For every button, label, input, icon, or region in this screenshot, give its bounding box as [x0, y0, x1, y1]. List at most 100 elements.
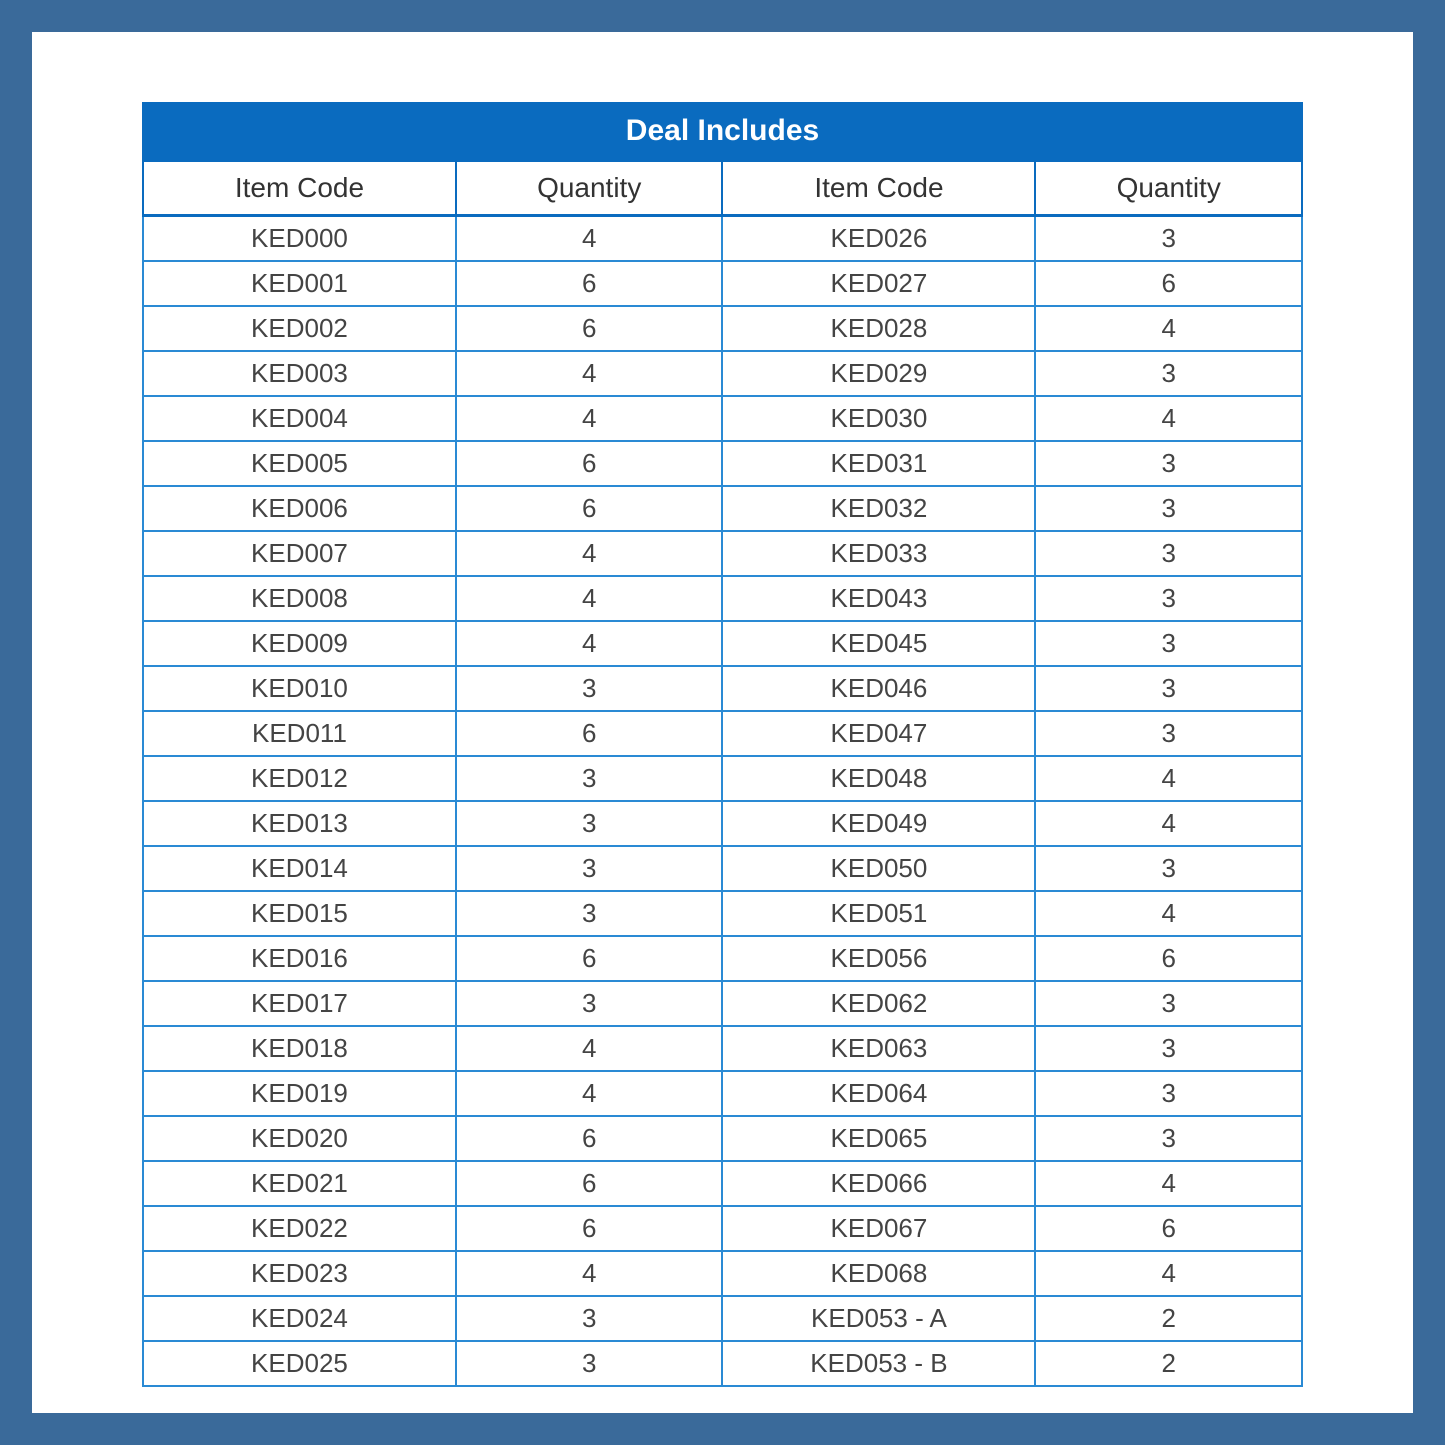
cell-quantity: 4: [456, 216, 723, 262]
cell-quantity: 3: [1035, 486, 1302, 531]
cell-quantity: 6: [456, 306, 723, 351]
cell-quantity: 3: [456, 981, 723, 1026]
table-row: KED0094KED0453: [143, 621, 1302, 666]
cell-quantity: 4: [456, 396, 723, 441]
cell-quantity: 6: [456, 441, 723, 486]
table-title: Deal Includes: [143, 103, 1302, 161]
cell-quantity: 2: [1035, 1341, 1302, 1386]
cell-item-code: KED030: [722, 396, 1035, 441]
cell-item-code: KED048: [722, 756, 1035, 801]
table-row: KED0216KED0664: [143, 1161, 1302, 1206]
cell-quantity: 3: [1035, 531, 1302, 576]
cell-item-code: KED022: [143, 1206, 456, 1251]
cell-item-code: KED009: [143, 621, 456, 666]
cell-item-code: KED051: [722, 891, 1035, 936]
cell-quantity: 3: [1035, 441, 1302, 486]
cell-quantity: 6: [456, 261, 723, 306]
table-row: KED0044KED0304: [143, 396, 1302, 441]
col-header-item-code-2: Item Code: [722, 161, 1035, 216]
table-row: KED0066KED0323: [143, 486, 1302, 531]
cell-item-code: KED068: [722, 1251, 1035, 1296]
table-row: KED0004KED0263: [143, 216, 1302, 262]
cell-item-code: KED012: [143, 756, 456, 801]
table-row: KED0153KED0514: [143, 891, 1302, 936]
cell-quantity: 3: [456, 1296, 723, 1341]
cell-item-code: KED015: [143, 891, 456, 936]
cell-item-code: KED053 - A: [722, 1296, 1035, 1341]
cell-quantity: 6: [1035, 261, 1302, 306]
cell-quantity: 4: [1035, 1161, 1302, 1206]
table-row: KED0184KED0633: [143, 1026, 1302, 1071]
cell-item-code: KED021: [143, 1161, 456, 1206]
cell-quantity: 3: [1035, 351, 1302, 396]
table-row: KED0194KED0643: [143, 1071, 1302, 1116]
table-row: KED0103KED0463: [143, 666, 1302, 711]
cell-quantity: 6: [456, 711, 723, 756]
cell-quantity: 4: [456, 1251, 723, 1296]
table-row: KED0084KED0433: [143, 576, 1302, 621]
cell-quantity: 4: [456, 531, 723, 576]
cell-item-code: KED011: [143, 711, 456, 756]
cell-quantity: 3: [456, 801, 723, 846]
cell-quantity: 3: [456, 666, 723, 711]
cell-item-code: KED006: [143, 486, 456, 531]
cell-quantity: 4: [1035, 1251, 1302, 1296]
cell-quantity: 3: [1035, 1116, 1302, 1161]
cell-quantity: 4: [456, 576, 723, 621]
cell-item-code: KED002: [143, 306, 456, 351]
cell-item-code: KED008: [143, 576, 456, 621]
table-row: KED0173KED0623: [143, 981, 1302, 1026]
cell-item-code: KED017: [143, 981, 456, 1026]
cell-item-code: KED024: [143, 1296, 456, 1341]
cell-item-code: KED023: [143, 1251, 456, 1296]
cell-quantity: 4: [1035, 891, 1302, 936]
table-row: KED0226KED0676: [143, 1206, 1302, 1251]
cell-item-code: KED005: [143, 441, 456, 486]
cell-item-code: KED029: [722, 351, 1035, 396]
cell-item-code: KED004: [143, 396, 456, 441]
cell-quantity: 3: [456, 1341, 723, 1386]
cell-item-code: KED049: [722, 801, 1035, 846]
table-row: KED0016KED0276: [143, 261, 1302, 306]
cell-quantity: 3: [1035, 1071, 1302, 1116]
col-header-quantity-2: Quantity: [1035, 161, 1302, 216]
cell-item-code: KED065: [722, 1116, 1035, 1161]
page-container: Deal Includes Item Code Quantity Item Co…: [32, 32, 1413, 1413]
table-row: KED0243KED053 - A2: [143, 1296, 1302, 1341]
cell-item-code: KED067: [722, 1206, 1035, 1251]
cell-item-code: KED063: [722, 1026, 1035, 1071]
cell-item-code: KED010: [143, 666, 456, 711]
cell-item-code: KED014: [143, 846, 456, 891]
col-header-quantity-1: Quantity: [456, 161, 723, 216]
cell-item-code: KED001: [143, 261, 456, 306]
cell-quantity: 3: [456, 846, 723, 891]
cell-item-code: KED043: [722, 576, 1035, 621]
cell-item-code: KED019: [143, 1071, 456, 1116]
table-row: KED0234KED0684: [143, 1251, 1302, 1296]
cell-item-code: KED064: [722, 1071, 1035, 1116]
table-row: KED0116KED0473: [143, 711, 1302, 756]
cell-item-code: KED056: [722, 936, 1035, 981]
cell-quantity: 3: [1035, 711, 1302, 756]
table-row: KED0166KED0566: [143, 936, 1302, 981]
cell-quantity: 3: [456, 756, 723, 801]
cell-quantity: 4: [456, 621, 723, 666]
table-header-row: Item Code Quantity Item Code Quantity: [143, 161, 1302, 216]
table-row: KED0133KED0494: [143, 801, 1302, 846]
cell-quantity: 4: [1035, 756, 1302, 801]
cell-quantity: 3: [1035, 576, 1302, 621]
table-body: KED0004KED0263KED0016KED0276KED0026KED02…: [143, 216, 1302, 1387]
cell-quantity: 6: [1035, 936, 1302, 981]
cell-item-code: KED047: [722, 711, 1035, 756]
cell-quantity: 3: [1035, 666, 1302, 711]
cell-quantity: 2: [1035, 1296, 1302, 1341]
cell-quantity: 4: [1035, 801, 1302, 846]
cell-item-code: KED046: [722, 666, 1035, 711]
table-row: KED0206KED0653: [143, 1116, 1302, 1161]
table-row: KED0143KED0503: [143, 846, 1302, 891]
table-row: KED0123KED0484: [143, 756, 1302, 801]
cell-item-code: KED027: [722, 261, 1035, 306]
cell-quantity: 3: [1035, 1026, 1302, 1071]
table-row: KED0253KED053 - B2: [143, 1341, 1302, 1386]
cell-item-code: KED025: [143, 1341, 456, 1386]
